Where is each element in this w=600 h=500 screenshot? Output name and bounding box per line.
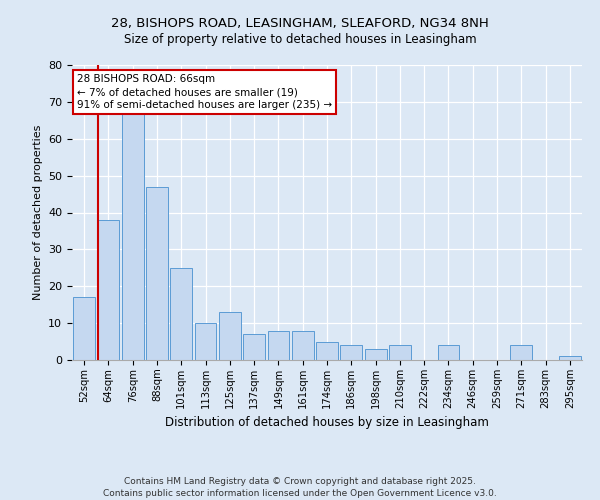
Y-axis label: Number of detached properties: Number of detached properties (32, 125, 43, 300)
Bar (511, 345, 532, 360)
Bar (97, 220, 119, 360)
Bar (365, 349, 386, 360)
Bar (340, 345, 362, 360)
Bar (268, 330, 289, 360)
Bar (292, 330, 314, 360)
Bar (389, 345, 411, 360)
Text: Size of property relative to detached houses in Leasingham: Size of property relative to detached ho… (124, 32, 476, 46)
Text: 28 BISHOPS ROAD: 66sqm
← 7% of detached houses are smaller (19)
91% of semi-deta: 28 BISHOPS ROAD: 66sqm ← 7% of detached … (77, 74, 332, 110)
Bar (437, 345, 460, 360)
Bar (316, 342, 338, 360)
Bar (194, 323, 217, 360)
Bar (559, 356, 581, 360)
Bar (146, 186, 168, 360)
X-axis label: Distribution of detached houses by size in Leasingham: Distribution of detached houses by size … (165, 416, 489, 430)
Bar (243, 334, 265, 360)
Bar (219, 312, 241, 360)
Bar (73, 298, 95, 360)
Text: Contains HM Land Registry data © Crown copyright and database right 2025.
Contai: Contains HM Land Registry data © Crown c… (103, 476, 497, 498)
Bar (122, 113, 143, 360)
Bar (170, 268, 192, 360)
Text: 28, BISHOPS ROAD, LEASINGHAM, SLEAFORD, NG34 8NH: 28, BISHOPS ROAD, LEASINGHAM, SLEAFORD, … (111, 18, 489, 30)
